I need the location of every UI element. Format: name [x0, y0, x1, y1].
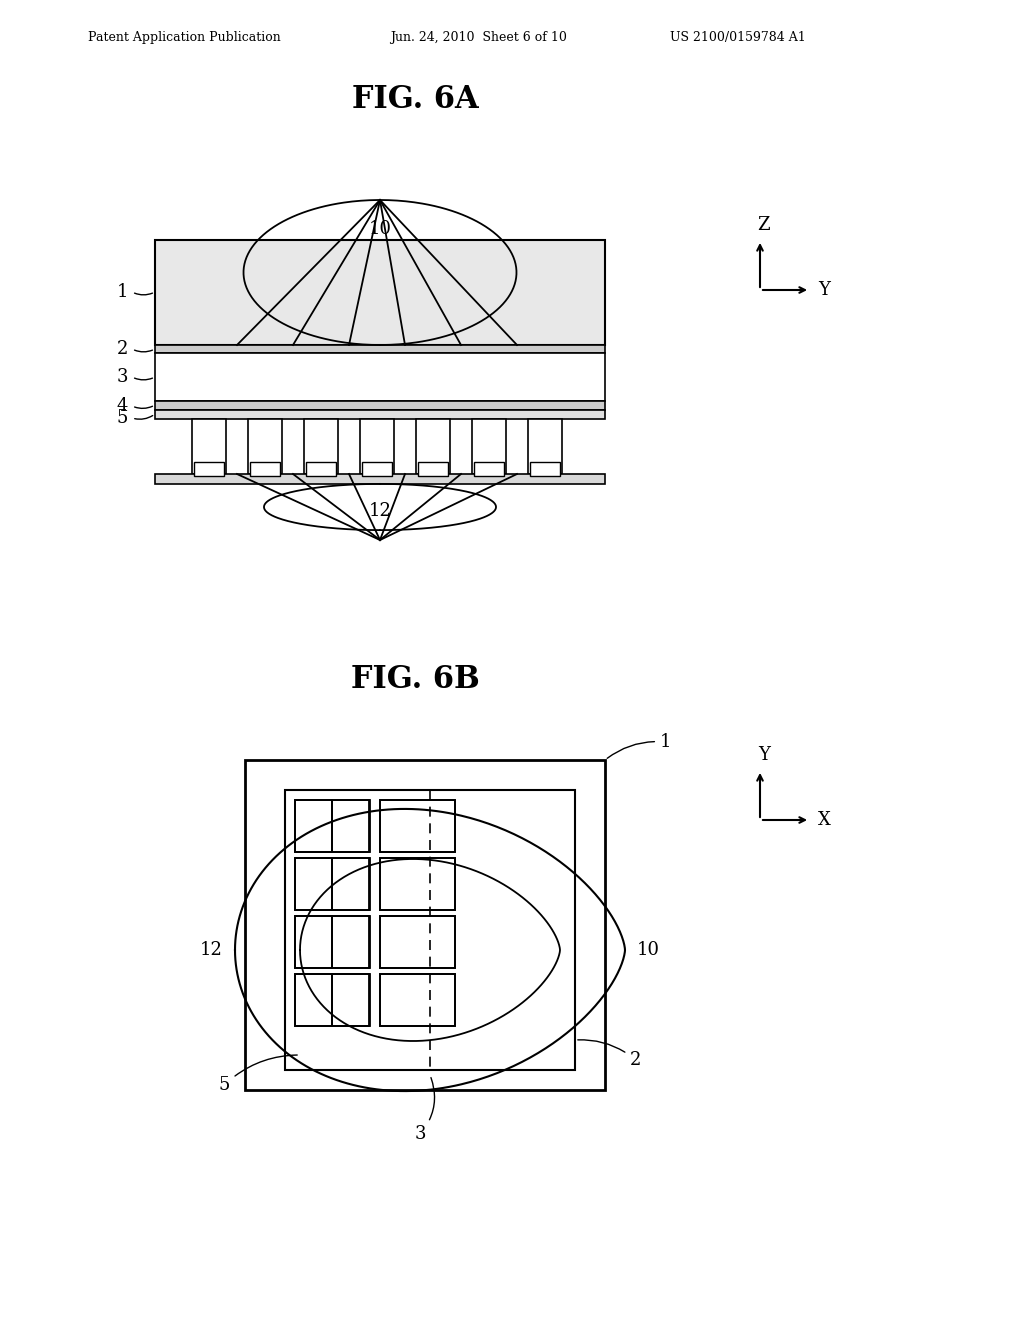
Text: 5: 5	[219, 1055, 297, 1094]
Bar	[304, 418, 338, 474]
Bar	[245, 760, 605, 1090]
Bar	[193, 418, 226, 474]
Bar	[248, 418, 282, 474]
Bar	[295, 800, 370, 851]
Text: FIG. 6A: FIG. 6A	[351, 84, 478, 116]
Text: Y: Y	[818, 281, 829, 300]
Bar	[285, 789, 575, 1071]
Bar	[380, 858, 455, 909]
Bar	[155, 352, 605, 401]
Text: Jun. 24, 2010  Sheet 6 of 10: Jun. 24, 2010 Sheet 6 of 10	[390, 32, 567, 45]
Bar	[194, 462, 224, 477]
Text: 2: 2	[117, 341, 128, 358]
Text: 12: 12	[369, 502, 391, 520]
Text: 10: 10	[637, 941, 660, 960]
Bar	[306, 462, 336, 477]
Text: 5: 5	[117, 409, 128, 426]
Bar	[380, 800, 455, 851]
Bar	[360, 418, 394, 474]
Bar	[295, 916, 332, 968]
Bar	[155, 345, 605, 352]
Text: 1: 1	[117, 282, 128, 301]
Bar	[380, 916, 455, 968]
Bar	[474, 462, 504, 477]
Bar	[332, 916, 369, 968]
Bar	[380, 974, 455, 1026]
Bar	[295, 974, 370, 1026]
Bar	[295, 974, 332, 1026]
Text: 12: 12	[200, 941, 223, 960]
Bar	[295, 858, 370, 909]
Text: 4: 4	[117, 397, 128, 414]
Bar	[530, 462, 560, 477]
Text: Y: Y	[758, 746, 770, 764]
Text: FIG. 6B: FIG. 6B	[350, 664, 479, 696]
Bar	[295, 916, 370, 968]
Text: 3: 3	[117, 368, 128, 385]
Bar	[380, 974, 455, 1026]
Text: 10: 10	[369, 220, 391, 238]
Text: 2: 2	[578, 1040, 641, 1069]
Bar	[155, 240, 605, 345]
Bar	[155, 411, 605, 418]
Bar	[332, 858, 369, 909]
Text: Z: Z	[758, 216, 770, 234]
Bar	[380, 858, 455, 909]
Bar	[362, 462, 392, 477]
Bar	[250, 462, 280, 477]
Bar	[295, 800, 332, 851]
Text: 3: 3	[415, 1077, 434, 1143]
Bar	[416, 418, 450, 474]
Bar	[380, 916, 455, 968]
Bar	[380, 800, 455, 851]
Bar	[155, 474, 605, 484]
Text: X: X	[818, 810, 830, 829]
Bar	[418, 462, 449, 477]
Bar	[528, 418, 562, 474]
Bar	[472, 418, 506, 474]
Text: Patent Application Publication: Patent Application Publication	[88, 32, 281, 45]
Bar	[332, 800, 369, 851]
Bar	[155, 401, 605, 411]
Bar	[295, 858, 332, 909]
Text: US 2100/0159784 A1: US 2100/0159784 A1	[670, 32, 806, 45]
Text: 1: 1	[607, 733, 672, 758]
Bar	[332, 974, 369, 1026]
